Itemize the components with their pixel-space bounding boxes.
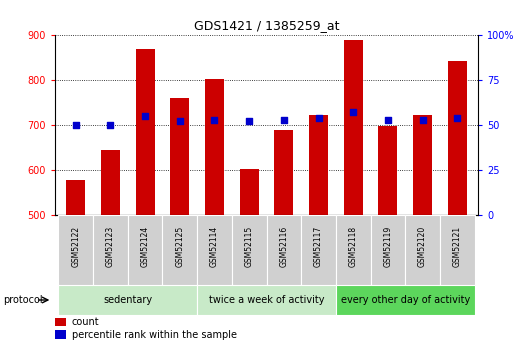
Title: GDS1421 / 1385259_at: GDS1421 / 1385259_at <box>194 19 339 32</box>
Point <box>419 117 427 122</box>
Text: GSM52114: GSM52114 <box>210 226 219 267</box>
Point <box>106 122 114 128</box>
Bar <box>370 215 405 285</box>
Text: GSM52116: GSM52116 <box>280 226 288 267</box>
Point <box>280 117 288 122</box>
Point <box>349 110 357 115</box>
Text: GSM52123: GSM52123 <box>106 226 115 267</box>
Point <box>314 115 323 120</box>
Text: GSM52121: GSM52121 <box>452 226 462 267</box>
Bar <box>66 180 85 215</box>
Bar <box>413 115 432 215</box>
Text: percentile rank within the sample: percentile rank within the sample <box>72 329 237 339</box>
Point <box>72 122 80 128</box>
Bar <box>135 49 155 215</box>
Point <box>245 119 253 124</box>
Point <box>141 113 149 119</box>
Bar <box>170 98 189 215</box>
Point <box>384 117 392 122</box>
Bar <box>336 215 370 285</box>
Bar <box>301 215 336 285</box>
Bar <box>128 215 163 285</box>
Bar <box>240 169 259 215</box>
Bar <box>197 285 336 315</box>
Bar <box>197 215 232 285</box>
Text: every other day of activity: every other day of activity <box>341 295 470 305</box>
Point <box>176 119 184 124</box>
Bar <box>55 330 66 339</box>
Bar <box>336 285 475 315</box>
Bar <box>266 215 301 285</box>
Point <box>453 115 461 120</box>
Bar <box>405 215 440 285</box>
Text: GSM52125: GSM52125 <box>175 226 184 267</box>
Bar <box>58 285 197 315</box>
Text: GSM52117: GSM52117 <box>314 226 323 267</box>
Bar <box>344 39 363 215</box>
Text: protocol: protocol <box>3 295 43 305</box>
Bar <box>448 61 467 215</box>
Bar <box>309 115 328 215</box>
Text: twice a week of activity: twice a week of activity <box>209 295 324 305</box>
Text: count: count <box>72 317 100 327</box>
Bar <box>440 215 475 285</box>
Bar <box>163 215 197 285</box>
Bar <box>55 317 66 326</box>
Text: GSM52122: GSM52122 <box>71 226 81 267</box>
Bar <box>101 150 120 215</box>
Bar <box>232 215 266 285</box>
Text: GSM52119: GSM52119 <box>383 226 392 267</box>
Bar <box>205 79 224 215</box>
Bar <box>274 129 293 215</box>
Bar <box>93 215 128 285</box>
Text: sedentary: sedentary <box>103 295 152 305</box>
Text: GSM52124: GSM52124 <box>141 226 150 267</box>
Bar <box>378 126 398 215</box>
Text: GSM52118: GSM52118 <box>349 226 358 267</box>
Text: GSM52115: GSM52115 <box>245 226 253 267</box>
Point <box>210 117 219 122</box>
Bar <box>58 215 93 285</box>
Text: GSM52120: GSM52120 <box>418 226 427 267</box>
